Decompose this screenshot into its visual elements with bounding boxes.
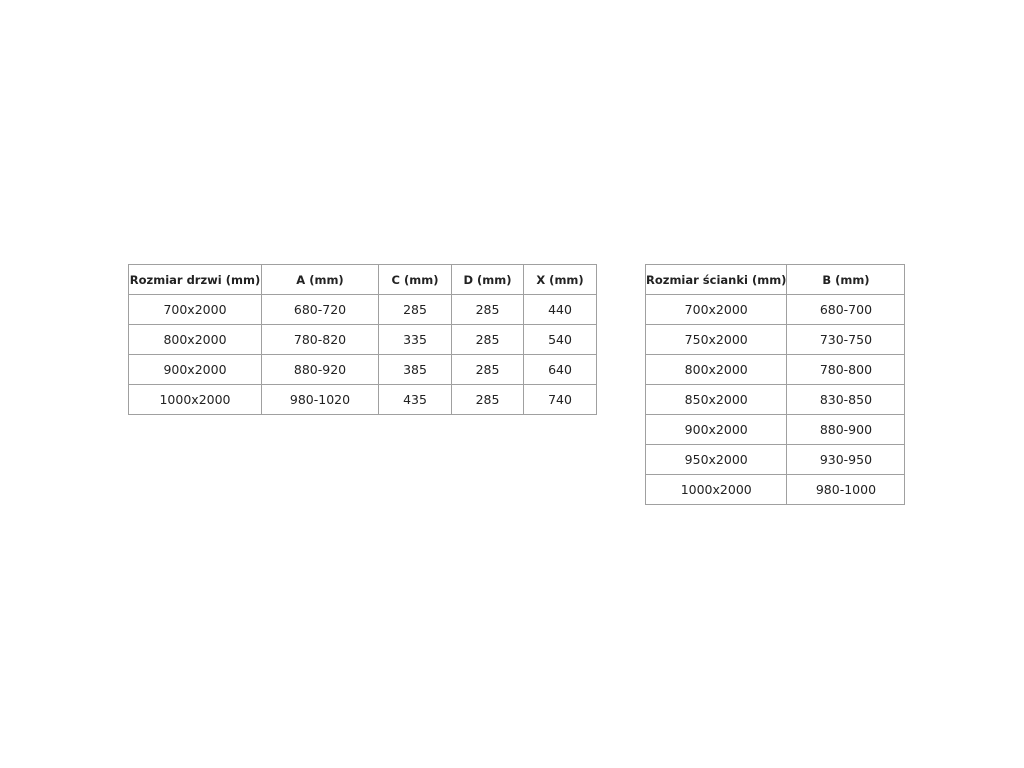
row: 800x2000 780-800	[644, 354, 906, 385]
cell: 680-720	[261, 294, 379, 325]
header-row: Rozmiar drzwi (mm) A (mm) C (mm) D (mm) X (m…	[128, 264, 597, 295]
row: 1000x2000 980-1000	[644, 474, 906, 505]
cell: 950x2000	[644, 444, 788, 475]
row: 900x2000 880-920 385 285 640	[128, 354, 597, 385]
cell: 700x2000	[128, 294, 262, 325]
row: 850x2000 830-850	[644, 384, 906, 415]
cell: 640	[523, 354, 597, 385]
header-cell: X (mm)	[523, 264, 597, 295]
header-row: Rozmiar ścianki (mm) B (mm)	[644, 264, 906, 295]
row: 700x2000 680-700	[644, 294, 906, 325]
cell: 880-900	[786, 414, 906, 445]
cell: 285	[451, 294, 524, 325]
cell: 850x2000	[644, 384, 788, 415]
cell: 680-700	[786, 294, 906, 325]
cell: 780-820	[261, 324, 379, 355]
cell: 980-1000	[786, 474, 906, 505]
row: 750x2000 730-750	[644, 324, 906, 355]
header-cell: C (mm)	[378, 264, 452, 295]
cell: 800x2000	[128, 324, 262, 355]
cell: 285	[451, 384, 524, 415]
cell: 800x2000	[644, 354, 788, 385]
cell: 880-920	[261, 354, 379, 385]
cell: 440	[523, 294, 597, 325]
cell: 730-750	[786, 324, 906, 355]
cell: 780-800	[786, 354, 906, 385]
cell: 285	[451, 354, 524, 385]
cell: 435	[378, 384, 452, 415]
row: 1000x2000 980-1020 435 285 740	[128, 384, 597, 415]
cell: 335	[378, 324, 452, 355]
wall-size-table: Rozmiar ścianki (mm) B (mm) 700x2000 680-70…	[644, 264, 906, 505]
header-cell: B (mm)	[786, 264, 906, 295]
cell: 1000x2000	[128, 384, 262, 415]
cell: 930-950	[786, 444, 906, 475]
header-cell: Rozmiar ścianki (mm)	[644, 264, 788, 295]
row: 950x2000 930-950	[644, 444, 906, 475]
cell: 750x2000	[644, 324, 788, 355]
cell: 740	[523, 384, 597, 415]
cell: 830-850	[786, 384, 906, 415]
cell: 285	[378, 294, 452, 325]
cell: 540	[523, 324, 597, 355]
row: 700x2000 680-720 285 285 440	[128, 294, 597, 325]
row: 900x2000 880-900	[644, 414, 906, 445]
header-cell: Rozmiar drzwi (mm)	[128, 264, 262, 295]
header-cell: D (mm)	[451, 264, 524, 295]
cell: 900x2000	[128, 354, 262, 385]
cell: 900x2000	[644, 414, 788, 445]
row: 800x2000 780-820 335 285 540	[128, 324, 597, 355]
cell: 285	[451, 324, 524, 355]
cell: 1000x2000	[644, 474, 788, 505]
cell: 700x2000	[644, 294, 788, 325]
header-cell: A (mm)	[261, 264, 379, 295]
cell: 980-1020	[261, 384, 379, 415]
cell: 385	[378, 354, 452, 385]
door-size-table: Rozmiar drzwi (mm) A (mm) C (mm) D (mm) X (m…	[128, 264, 597, 415]
